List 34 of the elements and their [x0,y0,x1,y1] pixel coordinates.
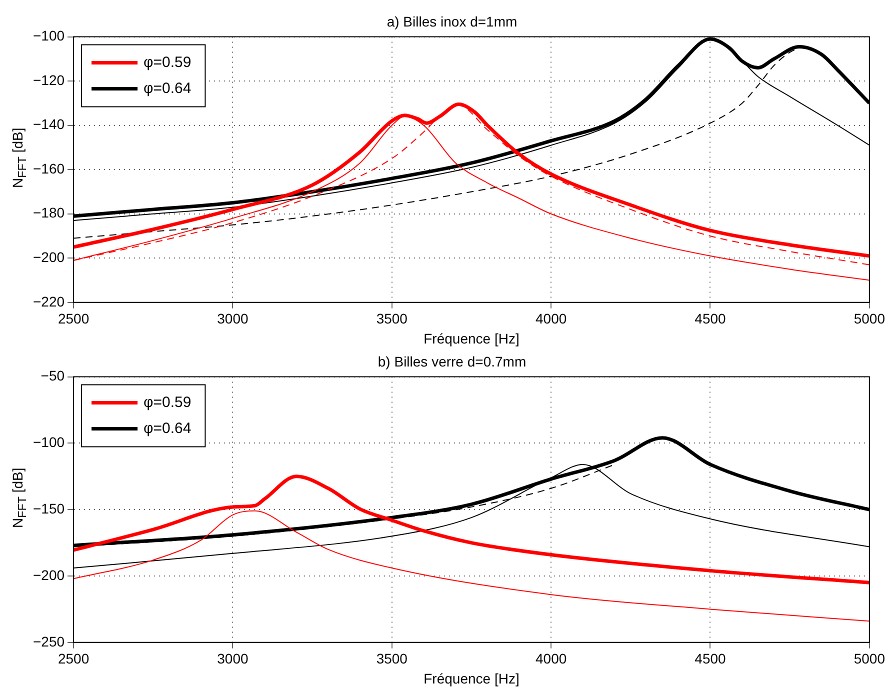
x-tick-label: 2500 [58,310,90,327]
legend-label: φ=0.59 [144,54,192,71]
legend-label: φ=0.59 [144,394,192,411]
y-tick-label: −250 [32,633,65,650]
x-tick-label: 3000 [217,650,248,667]
y-tick-label: −200 [32,566,65,583]
y-tick-label: −140 [32,116,65,132]
y-tick-label: −200 [32,248,65,265]
x-tick-label: 5000 [854,310,886,327]
y-tick-label: −120 [32,72,65,88]
legend-label: φ=0.64 [144,420,192,437]
legend-label: φ=0.64 [144,80,192,97]
x-axis-title: Fréquence [Hz] [424,330,520,346]
line-series [74,510,870,622]
x-tick-label: 4500 [694,650,726,667]
chart-title: a) Billes inox d=1mm [386,13,518,30]
y-tick-label: −50 [40,368,65,384]
y-tick-label: −160 [32,160,65,176]
y-tick-label: −180 [32,204,65,221]
x-tick-label: 4000 [535,650,567,667]
x-tick-label: 3500 [376,310,408,327]
x-tick-label: 3500 [376,650,408,667]
x-tick-label: 5000 [854,650,886,667]
y-tick-label: −150 [32,500,65,516]
y-tick-label: −100 [32,434,65,450]
x-tick-label: 4500 [694,310,726,327]
line-series [74,474,870,584]
x-tick-label: 2500 [58,650,90,667]
x-tick-label: 3000 [217,310,248,327]
x-tick-label: 4000 [535,310,567,327]
x-axis-title: Fréquence [Hz] [424,670,520,686]
chart-title: b) Billes verre d=0.7mm [378,353,526,370]
y-tick-label: −220 [32,293,65,310]
y-tick-label: −100 [32,28,65,44]
